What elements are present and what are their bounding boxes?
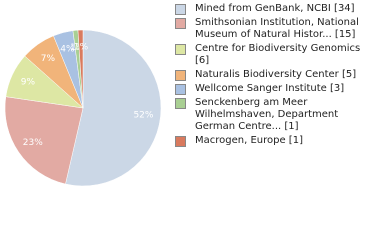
legend-swatch (175, 4, 186, 15)
legend-item: Naturalis Biodiversity Center [5] (173, 69, 373, 81)
pie-slice (65, 29, 162, 187)
pie-slice (4, 96, 84, 185)
legend-swatch (175, 18, 186, 29)
legend-item: Senckenberg am Meer Wilhelmshaven, Depar… (173, 97, 373, 133)
legend-swatch (175, 98, 186, 109)
pie-slice (77, 29, 84, 109)
slice-label: 1% (74, 43, 89, 53)
legend-item: Smithsonian Institution, National Museum… (173, 17, 373, 41)
slice-label: 9% (21, 78, 36, 88)
legend-label: Macrogen, Europe [1] (195, 135, 303, 146)
legend-label: Wellcome Sanger Institute [3] (195, 83, 345, 94)
slice-label: 1% (70, 43, 85, 53)
legend: Mined from GenBank, NCBI [34] Smithsonian… (173, 3, 373, 149)
legend-label: Mined from GenBank, NCBI [34] (195, 3, 355, 14)
legend-item: Macrogen, Europe [1] (173, 135, 373, 147)
legend-label: Senckenberg am Meer Wilhelmshaven, Depar… (195, 97, 339, 132)
legend-label: Naturalis Biodiversity Center [5] (195, 69, 357, 80)
legend-item: Wellcome Sanger Institute [3] (173, 83, 373, 95)
legend-swatch (175, 136, 186, 147)
slice-label: 52% (133, 110, 153, 120)
legend-swatch (175, 44, 186, 55)
slice-label: 4% (60, 45, 75, 55)
slice-label: 7% (41, 54, 56, 64)
legend-item: Centre for Biodiversity Genomics [6] (173, 43, 373, 67)
legend-swatch (175, 84, 186, 95)
slice-label: 23% (23, 138, 43, 148)
legend-swatch (175, 70, 186, 81)
legend-item: Mined from GenBank, NCBI [34] (173, 3, 373, 15)
legend-label: Centre for Biodiversity Genomics [6] (195, 43, 361, 66)
pie: 52% 23% 9% 7% 4%1%1% (4, 29, 162, 187)
legend-label: Smithsonian Institution, National Museum… (195, 17, 359, 40)
